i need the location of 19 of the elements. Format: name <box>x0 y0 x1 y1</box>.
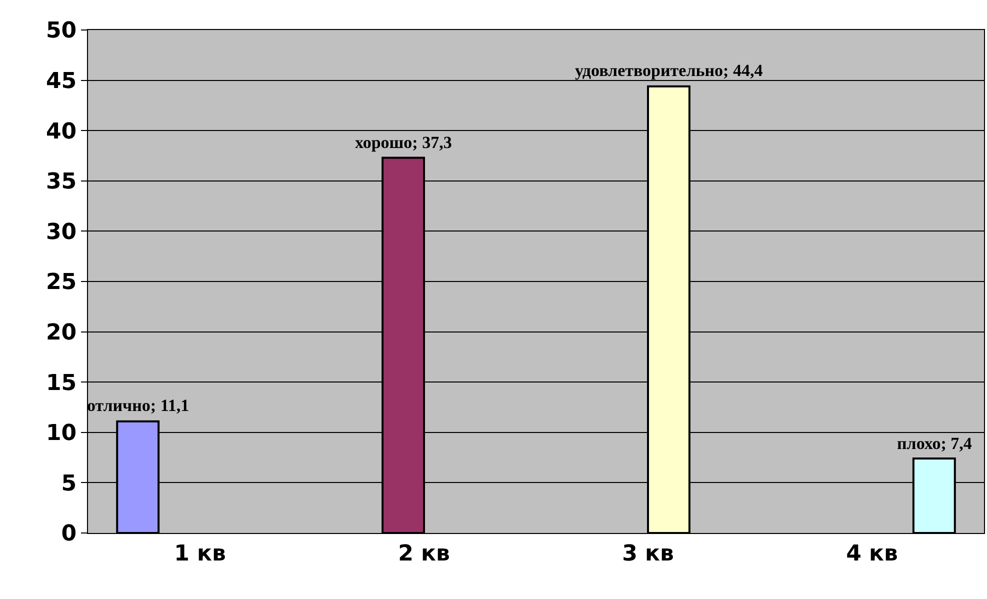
data-label: плохо; 7,4 <box>897 434 972 453</box>
x-tick-label: 1 кв <box>174 541 226 566</box>
y-tick-label: 45 <box>46 69 77 94</box>
y-tick-label: 10 <box>46 421 77 446</box>
x-tick-label: 2 кв <box>398 541 450 566</box>
x-tick-label: 3 кв <box>622 541 674 566</box>
y-tick-label: 40 <box>46 119 77 144</box>
data-label: отлично; 11,1 <box>87 396 190 415</box>
x-tick-label: 4 кв <box>846 541 898 566</box>
y-tick-label: 50 <box>46 18 77 44</box>
y-tick-label: 0 <box>61 522 77 547</box>
y-tick-label: 30 <box>46 220 77 245</box>
y-tick-label: 35 <box>46 170 77 195</box>
y-tick-label: 20 <box>46 320 77 346</box>
data-label: хорошо; 37,3 <box>355 133 452 152</box>
y-tick-label: 15 <box>46 370 77 396</box>
y-tick-label: 25 <box>46 270 77 296</box>
data-label: удовлетворительно; 44,4 <box>575 61 764 80</box>
y-tick-label: 5 <box>61 471 77 496</box>
